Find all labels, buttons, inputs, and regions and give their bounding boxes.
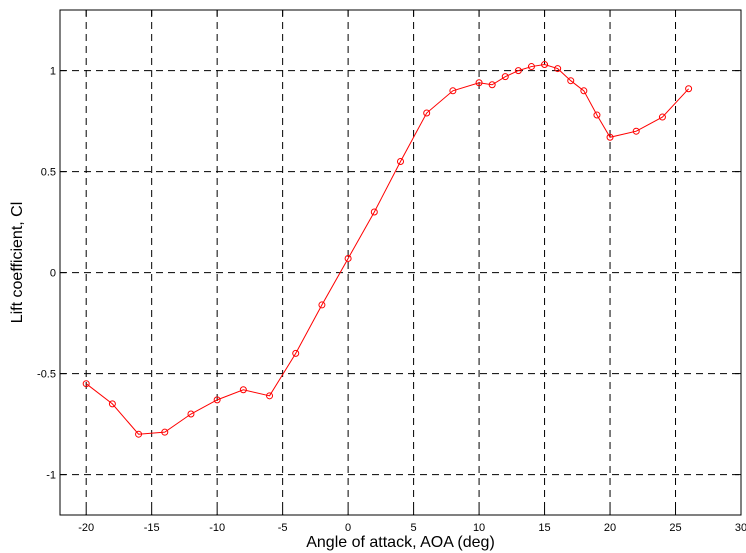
data-point xyxy=(475,79,483,87)
y-tick-label: 0.5 xyxy=(41,167,56,179)
data-point xyxy=(501,73,509,81)
x-tick-label: -5 xyxy=(278,522,288,534)
data-point xyxy=(632,127,640,135)
data-point xyxy=(593,111,601,119)
data-point xyxy=(187,410,195,418)
x-tick-label: 5 xyxy=(411,522,417,534)
data-point xyxy=(423,109,431,117)
x-tick-label: 25 xyxy=(669,522,681,534)
series-layer xyxy=(82,61,693,438)
tick-labels: -20 -15 -10 -5 0 5 10 15 20 25 30 -1 -0.5 0 0.5 1 xyxy=(37,66,746,534)
data-point xyxy=(318,301,326,309)
data-point xyxy=(541,61,549,69)
x-tick-label: 0 xyxy=(345,522,351,534)
data-point xyxy=(397,158,404,165)
data-point xyxy=(108,400,116,408)
data-point xyxy=(685,85,693,93)
axis-ticks xyxy=(60,10,742,515)
plot-frame xyxy=(59,9,742,516)
data-point xyxy=(135,430,143,438)
data-point xyxy=(658,113,666,121)
data-point xyxy=(161,428,169,436)
data-point xyxy=(606,133,614,141)
x-tick-label: 20 xyxy=(604,522,616,534)
series-line xyxy=(85,64,689,435)
y-axis-title: Lift coefficient, Cl xyxy=(9,202,26,324)
data-point xyxy=(567,77,575,85)
y-tick-label: -0.5 xyxy=(37,369,56,381)
x-tick-label: 15 xyxy=(538,522,550,534)
data-point xyxy=(344,254,352,262)
y-tick-label: -1 xyxy=(46,470,56,482)
x-axis-title: Angle of attack, AOA (deg) xyxy=(306,534,495,551)
x-tick-label: 10 xyxy=(473,522,485,534)
x-tick-label: -20 xyxy=(78,522,94,534)
y-tick-label: 1 xyxy=(50,66,56,78)
x-tick-label: 30 xyxy=(735,522,746,534)
data-point xyxy=(239,386,247,394)
data-point xyxy=(213,396,221,404)
data-point xyxy=(514,67,522,75)
data-point xyxy=(292,349,300,357)
data-point xyxy=(370,208,378,216)
data-point xyxy=(266,392,274,400)
y-tick-label: 0 xyxy=(50,268,56,280)
grid xyxy=(60,10,741,515)
data-point xyxy=(488,81,496,89)
data-point xyxy=(82,380,90,388)
x-tick-label: -15 xyxy=(144,522,160,534)
x-tick-label: -10 xyxy=(209,522,225,534)
data-point xyxy=(527,63,535,71)
data-point xyxy=(580,87,588,95)
data-point xyxy=(554,65,562,73)
data-point xyxy=(449,87,457,95)
